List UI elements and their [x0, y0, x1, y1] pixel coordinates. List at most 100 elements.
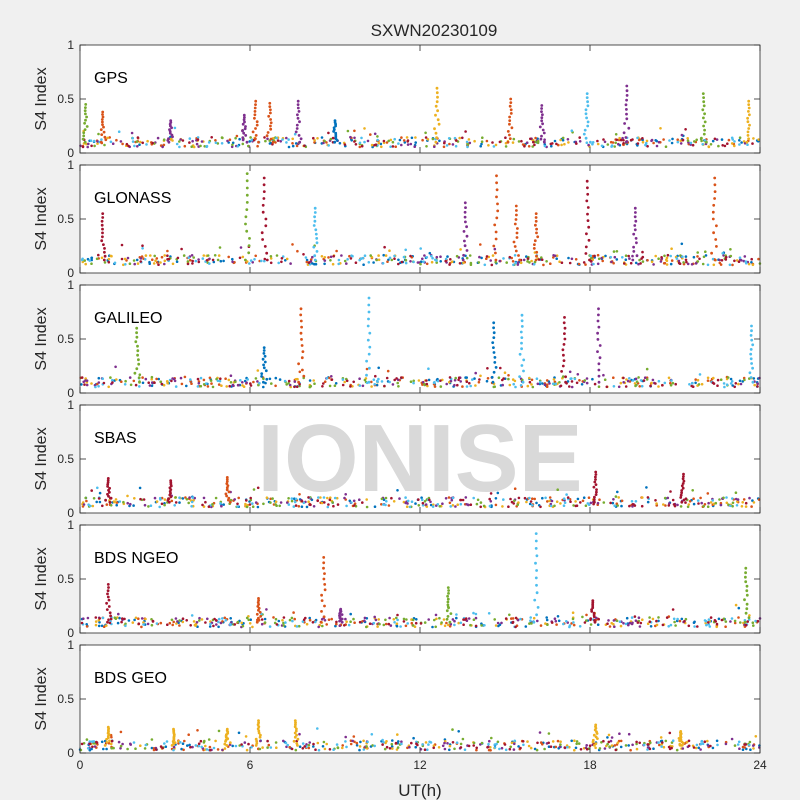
- data-point: [352, 504, 356, 507]
- data-point: [408, 745, 411, 749]
- data-point: [475, 502, 479, 506]
- peak-point: [492, 244, 496, 248]
- data-point: [336, 746, 340, 750]
- data-point: [120, 257, 124, 261]
- data-point: [293, 500, 297, 504]
- data-point: [236, 145, 240, 148]
- data-point: [424, 503, 428, 506]
- data-point: [252, 380, 255, 384]
- peak-point: [561, 348, 565, 352]
- data-point: [179, 138, 182, 141]
- data-point: [752, 744, 755, 747]
- data-point: [389, 138, 393, 142]
- data-point: [719, 503, 723, 507]
- peak-point: [106, 481, 110, 484]
- data-point: [707, 501, 710, 505]
- data-point: [382, 623, 386, 627]
- data-point: [474, 624, 478, 628]
- data-point: [105, 624, 108, 627]
- peak-point: [101, 115, 105, 119]
- data-point: [655, 502, 658, 505]
- data-point: [535, 377, 539, 381]
- data-point: [335, 249, 338, 253]
- data-point: [156, 261, 159, 264]
- data-point: [466, 145, 469, 149]
- data-point: [494, 143, 498, 147]
- data-point: [393, 137, 397, 141]
- data-point: [350, 501, 353, 504]
- data-point: [194, 259, 198, 263]
- data-point: [191, 259, 194, 263]
- peak-point: [634, 237, 638, 240]
- data-point: [319, 496, 322, 499]
- data-point: [596, 501, 600, 505]
- data-point: [400, 740, 403, 743]
- data-point: [227, 378, 231, 382]
- data-point: [311, 621, 315, 624]
- peak-point: [228, 500, 232, 504]
- peak-point: [532, 620, 536, 624]
- data-point: [455, 741, 459, 744]
- data-point: [151, 381, 154, 384]
- peak-point: [705, 140, 708, 144]
- data-point: [182, 748, 185, 752]
- peak-point: [587, 225, 591, 229]
- data-point: [497, 376, 501, 380]
- data-point: [466, 143, 470, 146]
- y-tick-label: 1: [67, 518, 74, 532]
- data-point: [673, 504, 677, 508]
- data-point: [231, 257, 234, 261]
- data-point: [335, 496, 339, 500]
- data-point: [280, 257, 284, 260]
- peak-point: [745, 593, 749, 597]
- peak-point: [679, 493, 683, 497]
- data-point: [396, 489, 399, 492]
- peak-point: [534, 547, 538, 550]
- peak-point: [540, 104, 544, 107]
- data-point: [212, 746, 216, 750]
- data-point: [107, 742, 111, 745]
- data-point: [697, 383, 701, 386]
- peak-point: [300, 356, 304, 360]
- data-point: [245, 616, 249, 620]
- peak-point: [84, 106, 87, 109]
- peak-point: [492, 370, 496, 374]
- data-point: [162, 383, 166, 387]
- data-point: [210, 382, 213, 385]
- data-point: [671, 739, 675, 742]
- data-point: [141, 141, 144, 145]
- peak-point: [245, 186, 249, 190]
- data-point: [212, 624, 215, 628]
- peak-point: [713, 197, 716, 200]
- data-point: [733, 259, 736, 263]
- peak-point: [702, 124, 705, 128]
- data-point: [174, 501, 178, 504]
- peak-point: [322, 577, 326, 581]
- data-point: [566, 380, 570, 383]
- data-point: [198, 616, 201, 620]
- peak-point: [446, 600, 450, 604]
- peak-point: [540, 119, 544, 123]
- data-point: [231, 143, 234, 147]
- data-point: [406, 143, 410, 146]
- data-point: [560, 261, 564, 265]
- data-point: [741, 501, 744, 504]
- data-point: [85, 738, 89, 741]
- peak-point: [315, 237, 319, 240]
- peak-point: [294, 130, 298, 134]
- data-point: [352, 617, 355, 621]
- data-point: [573, 739, 576, 742]
- data-point: [102, 381, 106, 385]
- peak-point: [494, 230, 498, 234]
- data-point: [694, 378, 697, 381]
- data-point: [620, 504, 623, 508]
- peak-point: [102, 130, 106, 134]
- data-point: [272, 616, 275, 619]
- data-point: [349, 385, 352, 388]
- data-point: [393, 621, 396, 624]
- peak-point: [108, 486, 111, 490]
- data-point: [287, 145, 291, 149]
- data-point: [694, 746, 698, 750]
- data-point: [230, 145, 234, 149]
- data-point: [353, 140, 356, 143]
